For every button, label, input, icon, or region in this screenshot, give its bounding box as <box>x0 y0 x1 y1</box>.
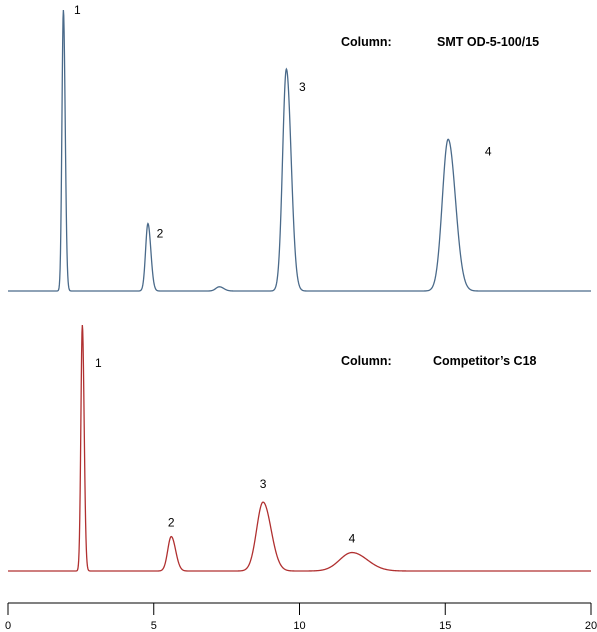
peak-label-4: 4 <box>349 532 356 546</box>
peak-label-3: 3 <box>260 477 267 491</box>
chromatogram-1: 1 2 3 4 Column: SMT OD-5-100/15 <box>8 3 591 292</box>
trace-line-2 <box>8 324 591 572</box>
peak-label-3: 3 <box>299 80 306 94</box>
column-label: Column: <box>341 354 392 368</box>
peak-label-2: 2 <box>157 227 164 241</box>
column-name: Competitor’s C18 <box>433 354 537 368</box>
chromatogram-2: 1 2 3 4 Column: Competitor’s C18 <box>8 324 591 572</box>
x-tick-label-15: 15 <box>439 620 451 632</box>
x-tick-label-10: 10 <box>293 620 305 632</box>
column-label: Column: <box>341 35 392 49</box>
x-tick-label-5: 5 <box>151 620 157 632</box>
peak-label-1: 1 <box>95 356 102 370</box>
peak-label-2: 2 <box>168 516 175 530</box>
x-axis: 0 5 10 15 20 <box>5 602 597 632</box>
x-tick-label-20: 20 <box>585 620 597 632</box>
peak-label-4: 4 <box>485 144 492 158</box>
peak-label-1: 1 <box>74 3 81 17</box>
x-tick-label-0: 0 <box>5 620 11 632</box>
column-name: SMT OD-5-100/15 <box>437 35 539 49</box>
trace-line-1 <box>8 9 591 292</box>
